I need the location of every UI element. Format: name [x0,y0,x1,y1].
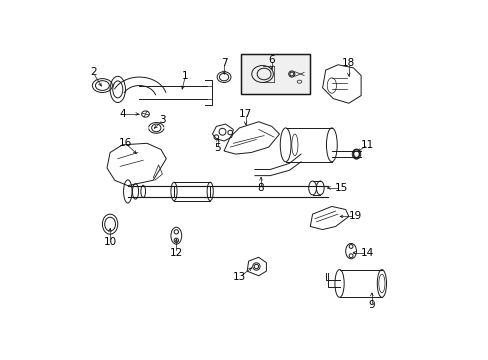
Text: 10: 10 [103,237,117,247]
Text: 5: 5 [214,143,221,153]
Text: 9: 9 [368,300,374,310]
Text: 2: 2 [90,67,96,77]
Text: 18: 18 [342,58,355,68]
Text: 1: 1 [182,71,188,81]
Bar [241,54,310,94]
Text: 17: 17 [239,109,252,119]
Text: 15: 15 [334,183,347,193]
Text: 19: 19 [347,211,361,221]
Text: 12: 12 [169,248,183,258]
Text: 7: 7 [220,58,227,68]
Text: 11: 11 [360,140,373,150]
Text: 3: 3 [159,115,165,125]
Text: 4: 4 [119,109,125,119]
Text: 16: 16 [119,138,132,148]
Bar [241,54,310,94]
Text: 8: 8 [257,183,264,193]
Text: 6: 6 [268,55,275,65]
Text: 14: 14 [360,248,373,258]
Text: 13: 13 [232,272,245,282]
